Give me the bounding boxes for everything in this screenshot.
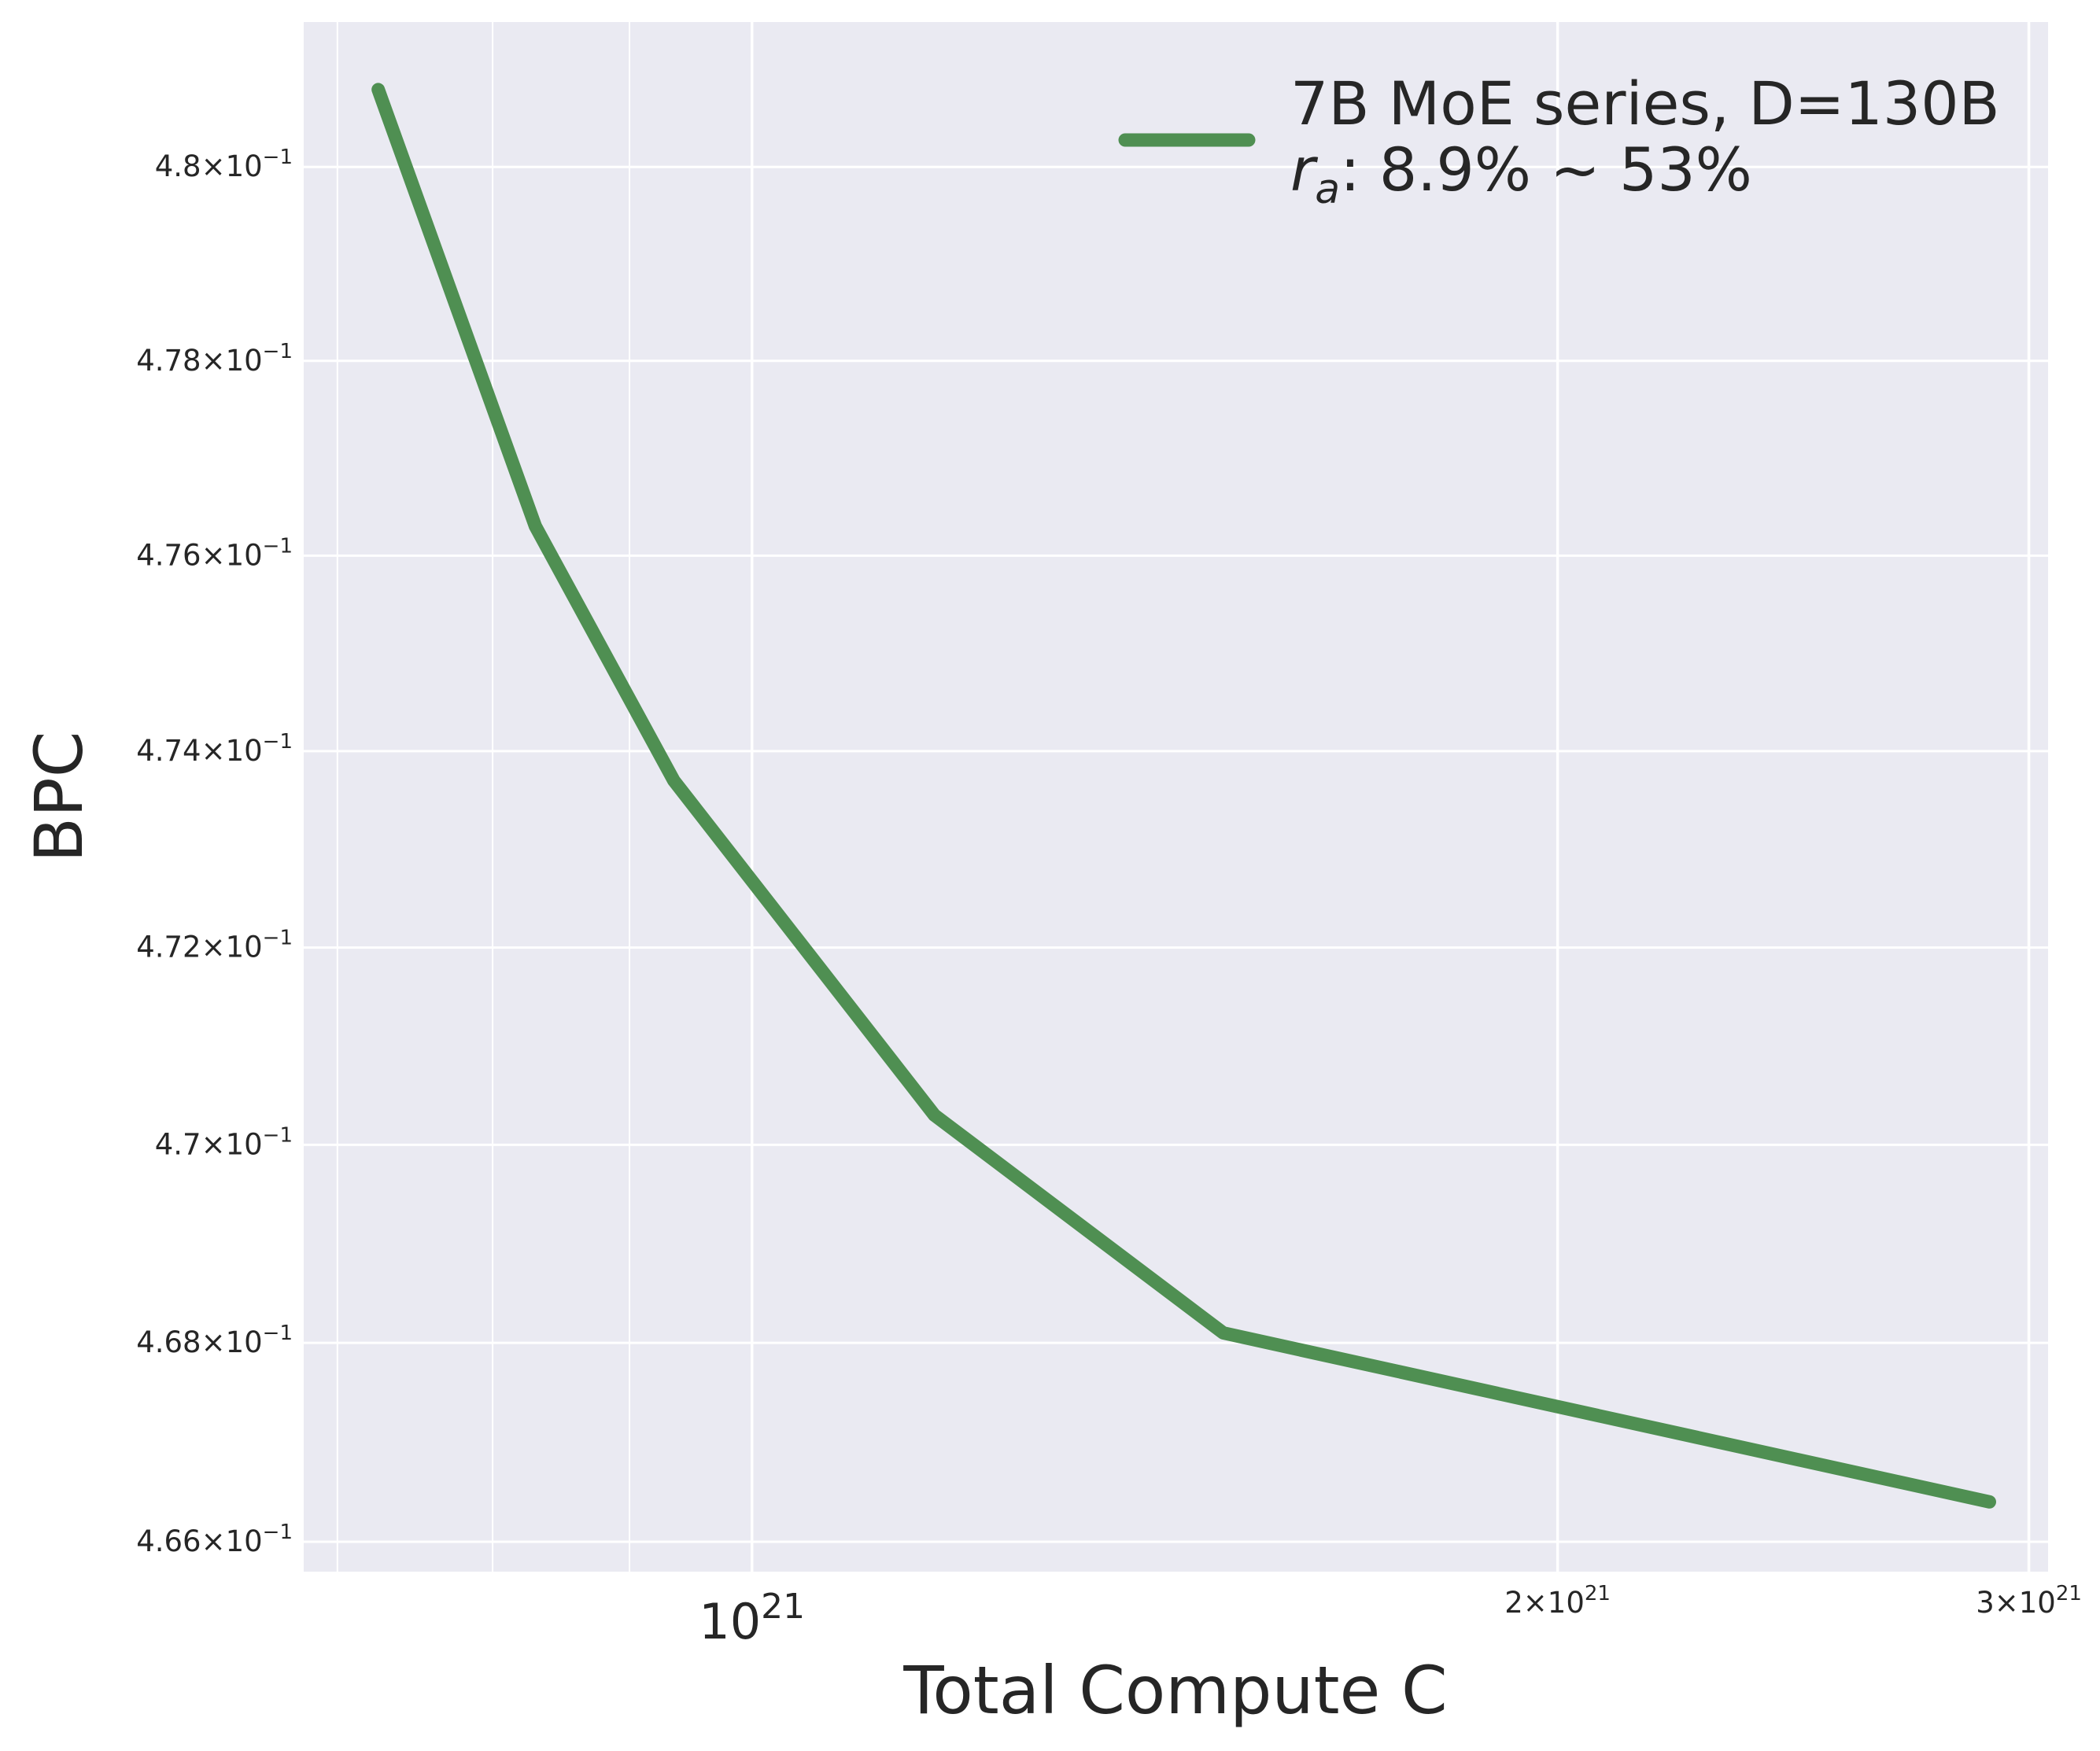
x-tick-label: 2×1021 <box>1504 1582 1611 1620</box>
legend-label-line2: ra: 8.9% ~ 53% <box>1290 135 1752 213</box>
x-axis-title: Total Compute C <box>902 1652 1447 1729</box>
y-tick-label: 4.74×10−1 <box>136 730 293 768</box>
y-tick-label: 4.72×10−1 <box>136 927 293 964</box>
plot-area <box>304 22 2048 1572</box>
y-tick-label: 4.7×10−1 <box>155 1123 293 1161</box>
y-tick-label: 4.78×10−1 <box>136 340 293 378</box>
y-tick-label: 4.68×10−1 <box>136 1322 293 1359</box>
series-layer <box>371 83 1996 1509</box>
legend: 7B MoE series, D=130B ra: 8.9% ~ 53% <box>1118 68 2000 213</box>
y-axis-title: BPC <box>20 732 98 863</box>
legend-label: 7B MoE series, D=130B <box>1290 68 2000 138</box>
x-tick-label: 3×1021 <box>1976 1582 2082 1620</box>
grid-lines <box>304 22 2048 1572</box>
y-tick-label: 4.76×10−1 <box>136 534 293 572</box>
y-tick-label: 4.66×10−1 <box>136 1521 293 1558</box>
series-line <box>371 83 1996 1509</box>
y-tick-label: 4.8×10−1 <box>155 146 293 183</box>
tick-labels: 4.66×10−1 4.68×10−1 4.7×10−1 4.72×10−1 4.74×… <box>136 146 2082 1650</box>
x-tick-label: 1021 <box>699 1587 805 1650</box>
